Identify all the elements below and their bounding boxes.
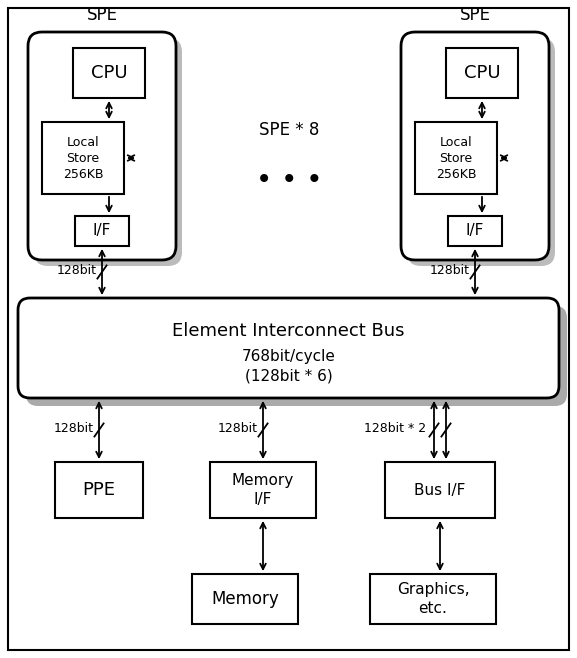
Text: 128bit: 128bit: [57, 263, 97, 276]
FancyBboxPatch shape: [34, 38, 182, 266]
FancyBboxPatch shape: [18, 298, 559, 398]
Text: SPE * 8: SPE * 8: [259, 121, 319, 139]
Text: Memory
I/F: Memory I/F: [232, 472, 294, 507]
Text: • • •: • • •: [256, 166, 322, 194]
Text: CPU: CPU: [91, 64, 128, 82]
FancyBboxPatch shape: [407, 38, 555, 266]
Text: SPE: SPE: [87, 6, 118, 24]
Text: CPU: CPU: [464, 64, 500, 82]
Text: Memory: Memory: [211, 590, 279, 608]
Bar: [210, 462, 316, 518]
Bar: [192, 574, 298, 624]
Text: I/F: I/F: [466, 224, 484, 238]
Bar: [448, 216, 502, 246]
Bar: [415, 122, 497, 194]
FancyBboxPatch shape: [26, 306, 567, 406]
Bar: [446, 48, 518, 98]
Text: Graphics,
etc.: Graphics, etc.: [397, 582, 469, 617]
FancyBboxPatch shape: [401, 32, 549, 260]
Bar: [75, 216, 129, 246]
FancyBboxPatch shape: [28, 32, 176, 260]
Text: Element Interconnect Bus: Element Interconnect Bus: [173, 322, 404, 340]
Text: 128bit * 2: 128bit * 2: [364, 422, 426, 434]
Bar: [385, 462, 495, 518]
Text: I/F: I/F: [93, 224, 111, 238]
Bar: [55, 462, 143, 518]
Text: PPE: PPE: [83, 481, 115, 499]
Text: Local
Store
256KB: Local Store 256KB: [63, 136, 103, 180]
Text: 128bit: 128bit: [54, 422, 94, 434]
Bar: [370, 574, 496, 624]
Text: 128bit: 128bit: [430, 263, 470, 276]
Bar: [42, 122, 124, 194]
Text: 128bit: 128bit: [218, 422, 258, 434]
Text: Local
Store
256KB: Local Store 256KB: [436, 136, 476, 180]
Text: Bus I/F: Bus I/F: [414, 482, 466, 497]
Text: SPE: SPE: [459, 6, 490, 24]
Text: 768bit/cycle
(128bit * 6): 768bit/cycle (128bit * 6): [242, 349, 335, 384]
Bar: [73, 48, 145, 98]
